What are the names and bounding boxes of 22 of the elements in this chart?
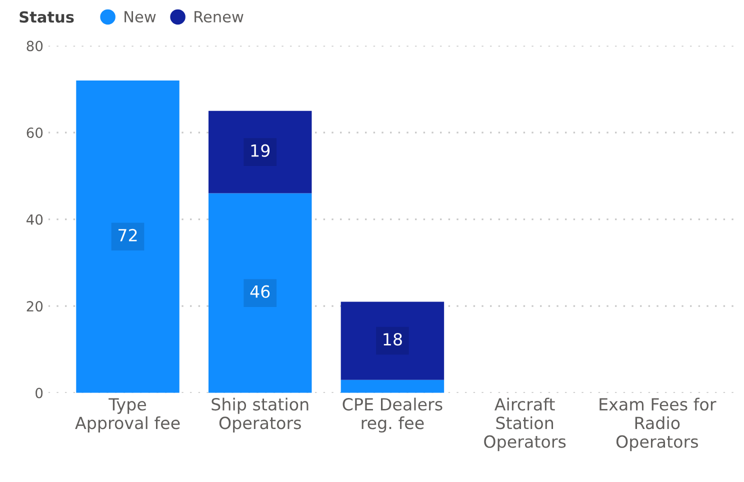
y-tick-label: 0 xyxy=(36,388,43,398)
y-tick-label: 60 xyxy=(26,128,43,138)
x-tick-label: Aircraft Station Operators xyxy=(484,398,566,452)
x-tick-label: Type Approval fee xyxy=(75,398,180,432)
data-label: 18 xyxy=(384,333,402,346)
bar xyxy=(208,110,312,194)
legend-title: Status xyxy=(20,11,74,23)
y-tick-label: 80 xyxy=(26,40,43,52)
x-tick-label: CPE Dealers reg. fee xyxy=(342,398,442,432)
legend-label: Renew xyxy=(194,11,244,23)
data-label: 72 xyxy=(118,228,137,242)
x-tick-label: Exam Fees for Radio Operators xyxy=(600,398,716,452)
y-tick-label: 40 xyxy=(26,214,43,225)
data-label: 46 xyxy=(250,285,270,298)
y-tick-label: 20 xyxy=(26,301,43,312)
bar xyxy=(208,193,312,393)
x-tick-label: Ship station Operators xyxy=(212,398,308,432)
data-label: 19 xyxy=(251,144,270,157)
bar xyxy=(340,302,444,380)
bar xyxy=(76,80,180,393)
legend-label: New xyxy=(124,11,156,23)
bar xyxy=(340,380,444,393)
